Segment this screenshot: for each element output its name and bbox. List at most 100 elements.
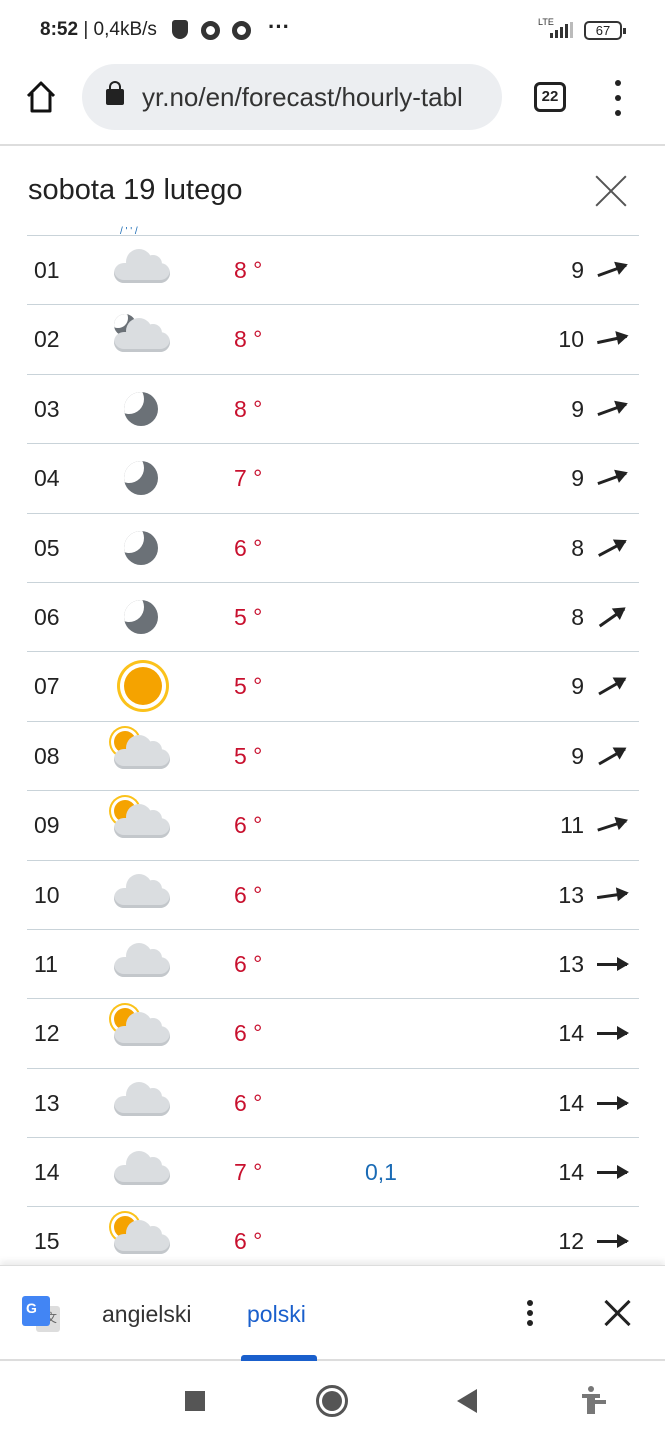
accessibility-icon[interactable] — [580, 1386, 602, 1416]
hour: 15 — [34, 1228, 60, 1255]
status-time: 8:52 | 0,4kB/s — [40, 19, 157, 41]
table-row[interactable]: 04 7 ° 9 — [27, 443, 639, 512]
back-button[interactable] — [457, 1389, 477, 1413]
wind-direction-arrow-icon — [597, 335, 627, 345]
translate-bar: 文 G angielski polski — [0, 1265, 665, 1361]
battery-icon: 67 — [584, 21, 626, 40]
lock-icon — [106, 81, 124, 105]
wind-speed: 12 — [558, 1228, 584, 1255]
hour: 07 — [34, 673, 60, 700]
table-row[interactable]: 10 6 ° 13 — [27, 859, 639, 929]
temperature: 6 ° — [234, 1228, 263, 1255]
temperature: 7 ° — [234, 1159, 263, 1186]
wind-speed: 11 — [560, 812, 584, 839]
signal-icon — [550, 22, 573, 38]
tab-target-language[interactable]: polski — [247, 1301, 306, 1327]
hour: 03 — [34, 395, 60, 422]
table-row[interactable]: 12 6 ° 14 — [27, 998, 639, 1067]
partly-cloudy-day-icon — [112, 1216, 172, 1263]
table-row[interactable]: 11 6 ° 13 — [27, 928, 639, 998]
table-row[interactable]: 15 6 ° 12 — [27, 1206, 639, 1263]
tab-switcher-button[interactable]: 22 — [534, 82, 566, 112]
temperature: 8 ° — [234, 257, 263, 283]
table-row[interactable]: 05 6 ° 8 — [27, 512, 639, 582]
network-speed: | 0,4kB/s — [83, 19, 157, 40]
table-row[interactable]: 14 7 ° 0,1 14 — [27, 1137, 639, 1206]
hour: 02 — [34, 326, 60, 353]
active-tab-indicator — [241, 1355, 317, 1361]
address-bar[interactable]: yr.no/en/forecast/hourly-tabl — [82, 64, 502, 130]
partly-cloudy-night-icon — [112, 314, 172, 364]
table-row[interactable]: 01 8 ° 9 — [27, 235, 639, 304]
wind-direction-arrow-icon — [598, 607, 626, 628]
tab-source-language[interactable]: angielski — [102, 1301, 192, 1327]
temperature: 6 ° — [234, 881, 263, 908]
temperature: 8 ° — [234, 395, 263, 422]
table-row[interactable]: 09 6 ° 11 — [27, 790, 639, 859]
translate-menu-icon[interactable] — [526, 1300, 534, 1326]
hour: 05 — [34, 534, 60, 561]
url-text[interactable]: yr.no/en/forecast/hourly-tabl — [142, 82, 463, 112]
browser-toolbar: yr.no/en/forecast/hourly-tabl 22 — [0, 62, 665, 146]
table-row[interactable]: 02 8 ° 10 — [27, 304, 639, 373]
wind-direction-arrow-icon — [596, 891, 628, 899]
temperature: 6 ° — [234, 812, 263, 839]
chrome-icon — [201, 21, 220, 40]
wind-direction-arrow-icon — [597, 472, 627, 486]
temperature: 5 ° — [234, 742, 263, 769]
temperature: 6 ° — [234, 1020, 263, 1047]
recents-button[interactable] — [185, 1391, 205, 1411]
home-button[interactable] — [316, 1385, 348, 1417]
wind-speed: 8 — [571, 603, 584, 630]
close-icon[interactable] — [594, 174, 628, 208]
hour: 12 — [34, 1020, 60, 1047]
clock: 8:52 — [40, 19, 79, 40]
wind-direction-arrow-icon — [597, 1234, 629, 1249]
wind-direction-arrow-icon — [598, 678, 626, 696]
hour: 14 — [34, 1159, 60, 1186]
wind-speed: 10 — [558, 326, 584, 353]
wind-direction-arrow-icon — [597, 263, 627, 278]
table-row[interactable]: 03 8 ° 9 — [27, 373, 639, 443]
wind-speed: 9 — [571, 742, 584, 769]
wind-speed: 13 — [558, 950, 584, 977]
hourly-forecast-table[interactable]: 01 8 ° 9 02 8 ° 10 03 8 ° 9 04 7 ° 9 05 6 ° 8 06 5 ° 8 07 5… — [27, 235, 639, 1263]
hour: 01 — [34, 257, 60, 283]
temperature: 8 ° — [234, 326, 263, 353]
hour: 06 — [34, 603, 60, 630]
partly-cloudy-day-icon — [112, 1008, 172, 1058]
wind-speed: 9 — [571, 673, 584, 700]
wind-speed: 9 — [571, 395, 584, 422]
wind-speed: 9 — [571, 257, 584, 283]
hour: 11 — [34, 950, 58, 977]
table-row[interactable]: 07 5 ° 9 — [27, 651, 639, 720]
wind-speed: 14 — [558, 1020, 584, 1047]
partly-cloudy-day-icon — [112, 800, 172, 850]
more-notifications-icon: ··· — [268, 14, 290, 39]
hour: 10 — [34, 881, 60, 908]
cloudy-icon — [112, 245, 172, 295]
temperature: 7 ° — [234, 465, 263, 492]
browser-menu-icon[interactable] — [608, 80, 628, 116]
clear-night-icon — [112, 592, 172, 642]
cloudy-icon — [112, 939, 172, 989]
partly-cloudy-day-icon — [112, 730, 172, 781]
hour: 09 — [34, 812, 60, 839]
chrome-icon — [232, 21, 251, 40]
system-nav-bar — [0, 1362, 665, 1440]
translate-close-icon[interactable] — [604, 1300, 630, 1326]
table-row[interactable]: 13 6 ° 14 — [27, 1067, 639, 1137]
temperature: 5 ° — [234, 603, 263, 630]
temperature: 6 ° — [234, 534, 263, 561]
clear-night-icon — [112, 523, 172, 573]
wind-speed: 14 — [558, 1159, 584, 1186]
temperature: 5 ° — [234, 673, 263, 700]
wind-direction-arrow-icon — [597, 1165, 629, 1180]
table-row[interactable]: 08 5 ° 9 — [27, 720, 639, 790]
wind-speed: 8 — [571, 534, 584, 561]
clear-sky-day-icon — [112, 661, 172, 711]
google-translate-icon: G — [22, 1296, 50, 1326]
wind-speed: 14 — [558, 1089, 584, 1116]
table-row[interactable]: 06 5 ° 8 — [27, 581, 639, 651]
home-icon[interactable] — [24, 80, 58, 114]
